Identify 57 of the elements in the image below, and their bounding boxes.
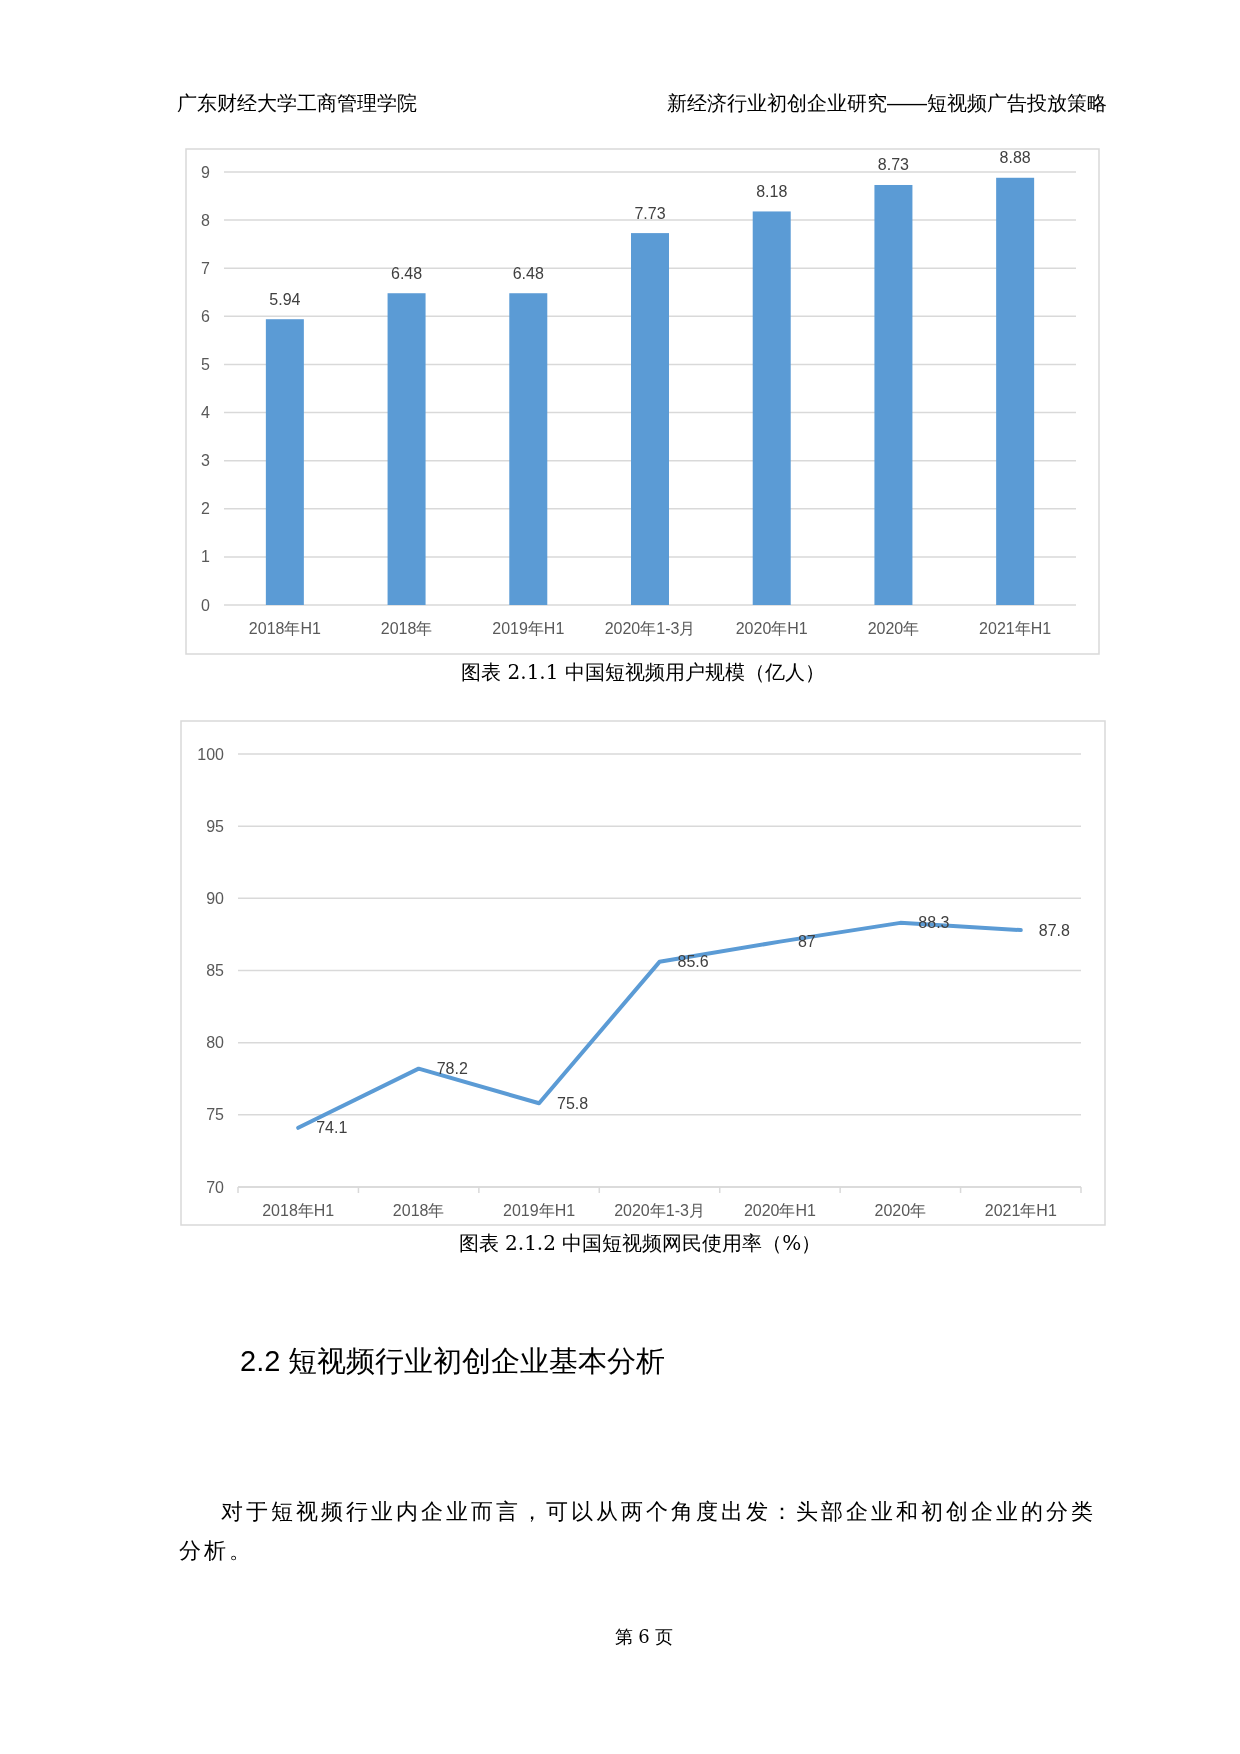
text: 广东财经大学工商管理学院 <box>177 91 417 116</box>
y-tick-label: 70 <box>206 1178 225 1196</box>
x-tick-label: 2020年H1 <box>735 619 808 637</box>
y-tick-label: 0 <box>201 596 211 614</box>
data-label: 74.1 <box>316 1119 348 1137</box>
data-label: 5.94 <box>269 290 301 308</box>
y-tick-label: 100 <box>197 745 225 763</box>
data-label: 6.48 <box>512 264 544 282</box>
x-tick-label: 2018年 <box>392 1201 445 1219</box>
y-tick-label: 95 <box>206 817 225 835</box>
bar <box>631 233 669 605</box>
y-tick-label: 4 <box>201 404 211 422</box>
x-tick-label: 2018年H1 <box>248 619 321 637</box>
y-tick-label: 80 <box>206 1034 225 1052</box>
data-label: 75.8 <box>557 1094 589 1112</box>
y-tick-label: 8 <box>201 211 211 229</box>
y-tick-label: 6 <box>201 307 211 325</box>
text: 新经济行业初创企业研究——短视频广告投放策略 <box>667 91 1107 116</box>
x-tick-label: 2018年 <box>380 619 433 637</box>
x-tick-label: 2020年H1 <box>743 1201 817 1219</box>
text: 2.2 短视频行业初创企业基本分析 <box>240 1344 666 1379</box>
data-label: 8.73 <box>877 156 910 174</box>
data-label: 87.8 <box>1038 921 1071 939</box>
data-label: 85.6 <box>677 953 709 971</box>
x-tick-label: 2020年 <box>867 619 920 637</box>
data-label: 7.73 <box>634 204 666 222</box>
data-label: 8.18 <box>756 182 788 200</box>
y-tick-label: 90 <box>206 889 225 907</box>
data-label: 78.2 <box>436 1060 468 1078</box>
x-tick-label: 2020年1-3月 <box>614 1201 705 1219</box>
y-tick-label: 75 <box>206 1106 225 1124</box>
y-tick-label: 2 <box>201 500 211 518</box>
bar <box>265 319 304 605</box>
x-tick-label: 2019年H1 <box>503 1201 576 1219</box>
data-label: 8.88 <box>999 149 1031 167</box>
y-tick-label: 7 <box>201 259 211 277</box>
text: 图表 2.1.1 中国短视频用户规模（亿人） <box>461 660 825 684</box>
text: 对于短视频行业内企业而言，可以从两个角度出发：头部企业和初创企业的分类分析。 <box>179 1497 1097 1565</box>
bar <box>752 211 791 605</box>
text: 图表 2.1.2 中国短视频网民使用率（%） <box>458 1231 822 1255</box>
x-tick-label: 2019年H1 <box>492 619 565 637</box>
data-label: 6.48 <box>391 264 423 282</box>
y-tick-label: 5 <box>201 355 211 373</box>
y-tick-label: 3 <box>201 452 211 470</box>
x-tick-label: 2018年H1 <box>262 1201 335 1219</box>
x-tick-label: 2020年1-3月 <box>604 619 696 637</box>
bar <box>387 293 426 605</box>
x-tick-label: 2021年H1 <box>984 1201 1057 1219</box>
x-tick-label: 2021年H1 <box>979 619 1052 637</box>
bar <box>996 177 1035 605</box>
bar <box>509 293 548 605</box>
y-tick-label: 1 <box>201 548 211 566</box>
y-tick-label: 85 <box>206 962 225 979</box>
bar <box>874 184 913 605</box>
y-tick-label: 9 <box>201 163 211 181</box>
x-tick-label: 2020年 <box>874 1201 927 1219</box>
text: 第 6 页 <box>613 1624 675 1648</box>
